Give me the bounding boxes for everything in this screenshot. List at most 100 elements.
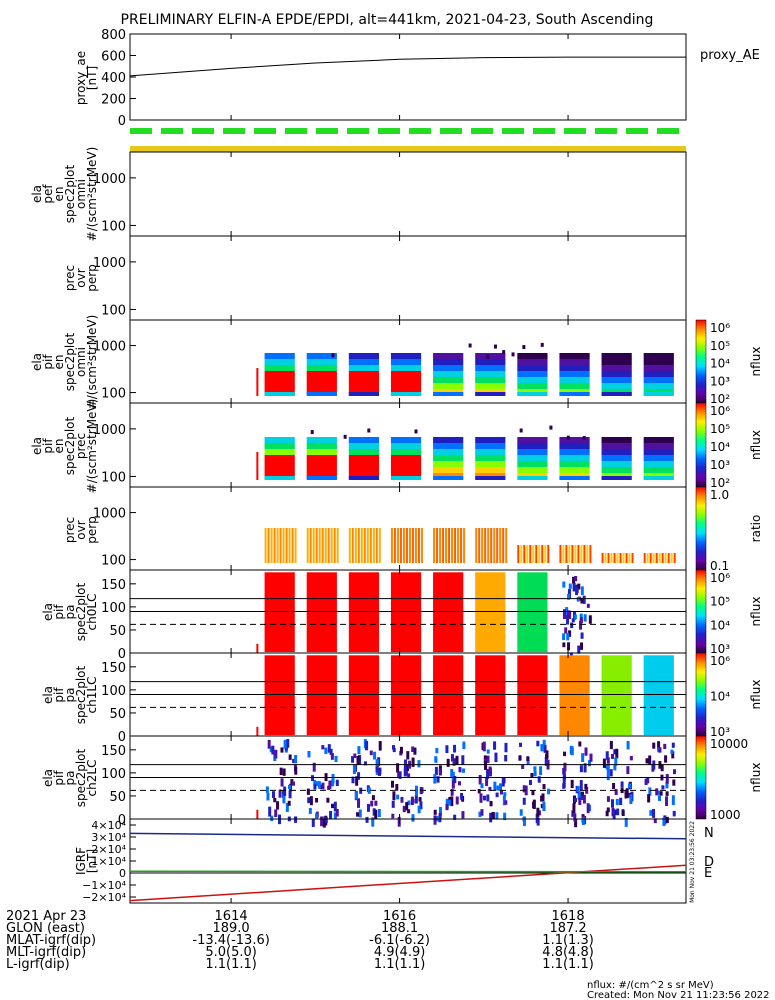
ratio-cell [619, 553, 622, 563]
pa-cell [601, 655, 632, 736]
pa-cell [373, 751, 377, 760]
ratio-cell [324, 528, 327, 563]
pa-cell [495, 792, 499, 798]
spectrogram-cell [517, 437, 548, 443]
pa-cell [269, 746, 273, 753]
ratio-cell [622, 553, 625, 563]
pa-cell [486, 769, 490, 779]
ratio-cell [481, 528, 484, 563]
spectrogram-cell [433, 437, 464, 443]
pa-cell [274, 809, 278, 818]
y-axis-label: ela [41, 603, 55, 621]
pa-cell [547, 788, 551, 795]
ratio-cell [604, 553, 607, 563]
spectrogram-cell [390, 371, 422, 377]
pa-cell [374, 800, 378, 806]
pa-cell [406, 751, 410, 760]
spectrogram-cell [559, 461, 590, 467]
pa-cell [567, 642, 571, 651]
y-tick-label: 100 [101, 470, 126, 485]
pa-cell [271, 791, 275, 799]
spectrogram-epdi_prec [256, 425, 674, 480]
y-tick-label: 1000 [93, 256, 126, 271]
pa-cell [517, 572, 548, 653]
spectrogram-cell [433, 467, 464, 473]
pa-cell [433, 655, 464, 736]
colorbar-tick-label: 10² [710, 476, 730, 490]
pa-cell [438, 807, 442, 816]
pa-cell [405, 802, 409, 811]
spectrogram-cell [348, 353, 380, 359]
spectrogram-cell [475, 383, 506, 389]
spectrogram-cell [348, 392, 380, 396]
pa-cell [280, 778, 284, 787]
ratio-cell [526, 545, 529, 563]
colorbar-tick-label: 10⁶ [710, 321, 730, 335]
spectrogram-pa_ch2 [256, 739, 677, 828]
pa-cell [451, 771, 455, 782]
pa-cell [333, 812, 337, 820]
spectrogram-cell [601, 455, 632, 461]
pa-cell [671, 742, 675, 748]
pa-cell [577, 583, 581, 590]
pa-cell [477, 789, 481, 794]
pa-cell [375, 769, 379, 775]
pa-cell [375, 759, 379, 767]
y-axis-label: #/(scm²strMeV) [85, 399, 99, 494]
pa-cell [602, 758, 606, 768]
spectrogram-cell [390, 437, 422, 443]
spectrogram-cell [601, 377, 632, 383]
spectrogram-cell [540, 342, 544, 347]
pa-cell [307, 797, 311, 804]
pa-cell [572, 582, 576, 592]
pa-cell [353, 753, 357, 759]
pa-cell [482, 795, 486, 801]
y-tick-label: 150 [101, 578, 126, 593]
pa-cell [285, 802, 289, 812]
y-tick-label: 0 [118, 813, 126, 828]
ratio-cell [333, 528, 336, 563]
y-tick-label: 100 [101, 601, 126, 616]
spectrogram-cell [559, 383, 590, 389]
colorbar-tick-label: 10⁴ [710, 690, 730, 704]
ratio-cell [499, 528, 502, 563]
pa-cell [533, 770, 537, 777]
pa-cell [611, 753, 615, 759]
ratio-cell [336, 528, 339, 563]
pa-cell [584, 783, 588, 790]
pa-cell [574, 818, 578, 828]
pa-cell [522, 797, 526, 805]
pa-cell [629, 755, 633, 761]
pa-cell [348, 655, 380, 736]
y-axis-label: pa [63, 771, 77, 786]
pa-cell [643, 655, 674, 736]
spectrogram-cell [390, 476, 422, 480]
pa-cell [612, 809, 616, 819]
panel-frame [129, 33, 687, 121]
spectrogram-cell [264, 449, 295, 455]
pa-cell [496, 785, 500, 791]
pa-cell [327, 744, 331, 753]
igrf-legend-E: E [704, 866, 712, 881]
pa-cell [671, 795, 675, 806]
ratio-cell [273, 528, 276, 563]
ratio-cell [571, 545, 574, 563]
pa-cell [504, 800, 508, 805]
x-annotation-value: 1616 [383, 909, 416, 924]
pa-cell [539, 766, 543, 776]
spectrogram-cell [348, 467, 380, 473]
spectrogram-pa_ch0 [256, 572, 592, 661]
pa-cell [524, 785, 528, 796]
colorbar [695, 569, 707, 654]
x-annotation-label: MLAT-igrf(dip) [6, 933, 96, 948]
pa-cell [578, 741, 582, 747]
spectrogram-cell [343, 434, 347, 439]
pa-cell [265, 786, 269, 793]
spectrogram-cell [643, 461, 674, 467]
spectrogram-cell [601, 392, 632, 396]
pa-cell [518, 755, 522, 761]
pa-cell [658, 795, 662, 801]
spectrogram-cell [517, 476, 548, 480]
pa-cell [433, 809, 437, 815]
ratio-cell [589, 545, 592, 563]
